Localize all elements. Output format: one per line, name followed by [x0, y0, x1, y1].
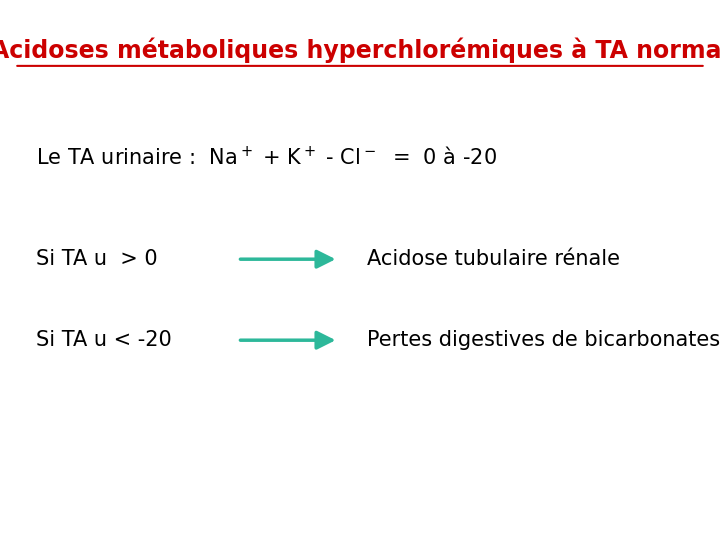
Text: Si TA u < -20: Si TA u < -20: [36, 330, 172, 350]
Text: Pertes digestives de bicarbonates: Pertes digestives de bicarbonates: [367, 330, 720, 350]
Text: Acidoses métaboliques hyperchlorémiques à TA normal: Acidoses métaboliques hyperchlorémiques …: [0, 38, 720, 63]
Text: Si TA u  > 0: Si TA u > 0: [36, 249, 158, 269]
Text: Acidose tubulaire rénale: Acidose tubulaire rénale: [367, 249, 620, 269]
Text: Le TA urinaire :  Na$^+$ + K$^+$ - Cl$^-$  =  0 à -20: Le TA urinaire : Na$^+$ + K$^+$ - Cl$^-$…: [36, 146, 497, 168]
